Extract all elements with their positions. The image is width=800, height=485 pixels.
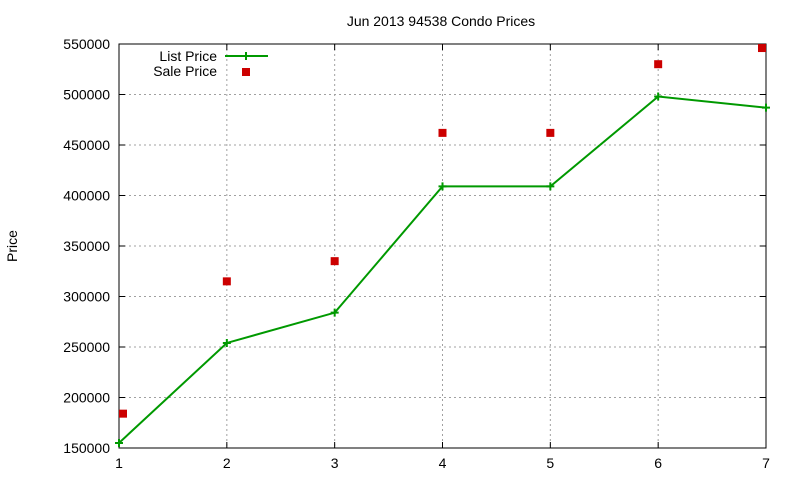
x-tick-label: 5: [546, 455, 554, 471]
x-tick-label: 4: [439, 455, 447, 471]
legend-marker-list-price: [242, 52, 250, 60]
list-price-point: [438, 182, 447, 191]
x-tick-label: 2: [223, 455, 231, 471]
legend-marker-sale-price: [242, 68, 250, 76]
legend: List Price Sale Price: [153, 48, 268, 79]
y-tick-label: 500000: [63, 87, 110, 103]
y-tick-label: 200000: [63, 390, 110, 406]
y-tick-label: 550000: [63, 36, 110, 52]
list-price-point: [546, 182, 555, 191]
series-layer: [115, 44, 770, 447]
sale-price-point: [330, 257, 339, 266]
list-price-point: [762, 103, 770, 112]
x-tick-label: 1: [115, 455, 123, 471]
list-price-point: [115, 438, 123, 447]
sale-price-point: [222, 277, 231, 286]
x-tick-label: 6: [654, 455, 662, 471]
legend-label-list-price: List Price: [159, 48, 217, 64]
sale-price-point: [546, 128, 555, 137]
y-tick-label: 250000: [63, 339, 110, 355]
list-price-point: [654, 92, 663, 101]
sale-price-point: [438, 128, 447, 137]
legend-label-sale-price: Sale Price: [153, 63, 217, 79]
x-tick-label: 3: [331, 455, 339, 471]
y-tick-label: 450000: [63, 137, 110, 153]
chart-title: Jun 2013 94538 Condo Prices: [347, 13, 535, 29]
y-axis-label: Price: [4, 230, 20, 262]
x-tick-label: 7: [762, 455, 770, 471]
sale-price-point: [758, 44, 766, 53]
x-tick-labels: 1 2 3 4 5 6 7: [115, 455, 770, 471]
axis-ticks: [118, 43, 767, 449]
y-tick-label: 300000: [63, 289, 110, 305]
list-price-point: [222, 338, 231, 347]
y-tick-label: 400000: [63, 188, 110, 204]
sale-price-point: [654, 60, 663, 69]
grid-lines: [119, 44, 766, 448]
y-tick-labels: 150000 200000 250000 300000 350000 400000 4500…: [63, 36, 110, 456]
sale-price-point: [119, 409, 127, 418]
y-tick-label: 350000: [63, 238, 110, 254]
y-tick-label: 150000: [63, 440, 110, 456]
list-price-point: [330, 308, 339, 317]
